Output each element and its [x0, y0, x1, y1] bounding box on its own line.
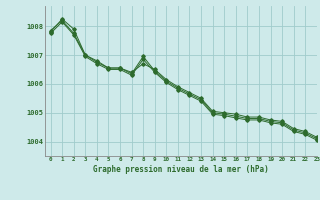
X-axis label: Graphe pression niveau de la mer (hPa): Graphe pression niveau de la mer (hPa) [93, 165, 269, 174]
